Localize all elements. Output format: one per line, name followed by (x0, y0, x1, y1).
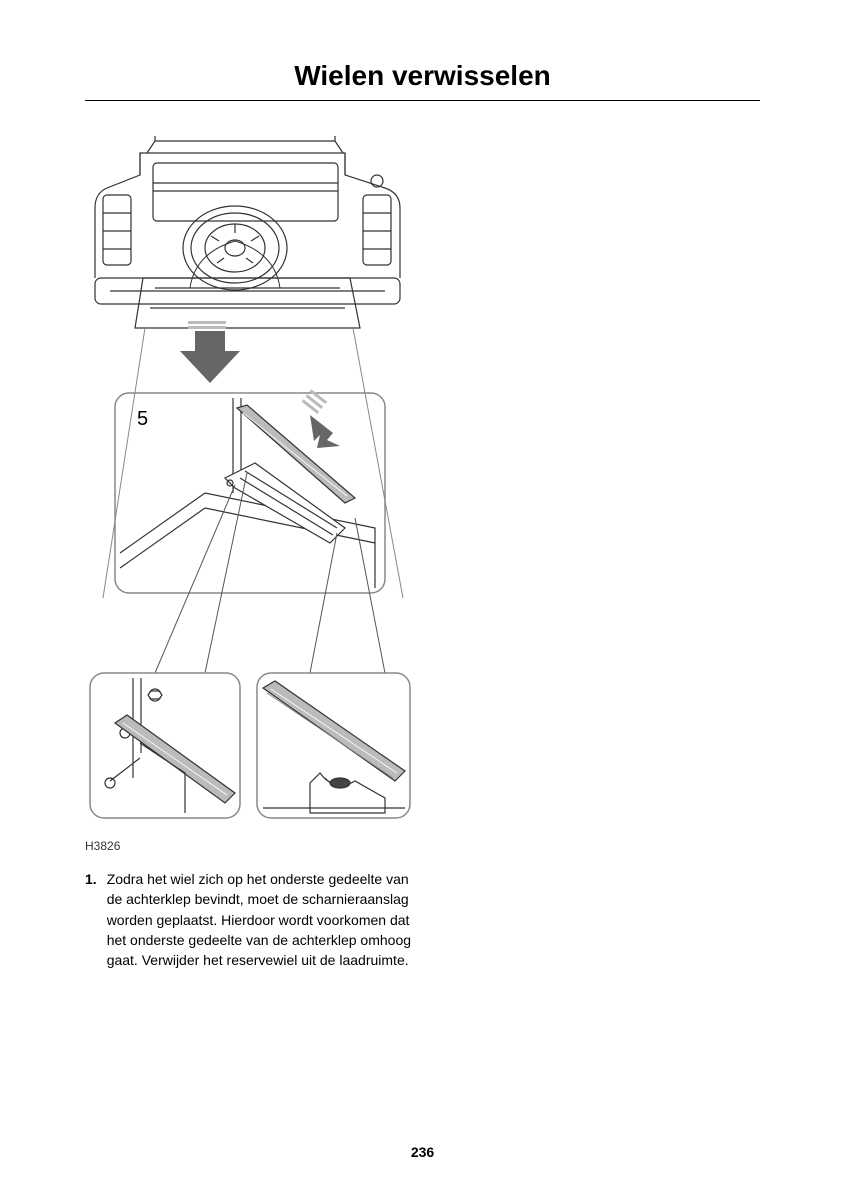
bottom-right-content (263, 681, 405, 813)
step-item: 1. Zodra het wiel zich op het onderste g… (85, 869, 425, 970)
panel-5-label: 5 (137, 408, 148, 430)
callout-lines (103, 328, 403, 598)
step-number: 1. (85, 869, 97, 889)
down-arrow-main (180, 321, 240, 383)
figure-reference: H3826 (85, 839, 415, 853)
bottom-left-content (105, 678, 235, 813)
page-title: Wielen verwisselen (85, 60, 760, 92)
top-panel-vehicle (95, 136, 400, 328)
instruction-diagram: 5 (85, 133, 415, 833)
page-number: 236 (0, 1144, 845, 1160)
step-text: Zodra het wiel zich op het onderste gede… (107, 869, 425, 970)
title-rule (85, 100, 760, 101)
middle-panel-content (120, 389, 375, 588)
content-column: 5 (85, 133, 425, 970)
insert-arrow-icon (302, 389, 340, 448)
figure-area: 5 (85, 133, 415, 853)
step-list: 1. Zodra het wiel zich op het onderste g… (85, 869, 425, 970)
